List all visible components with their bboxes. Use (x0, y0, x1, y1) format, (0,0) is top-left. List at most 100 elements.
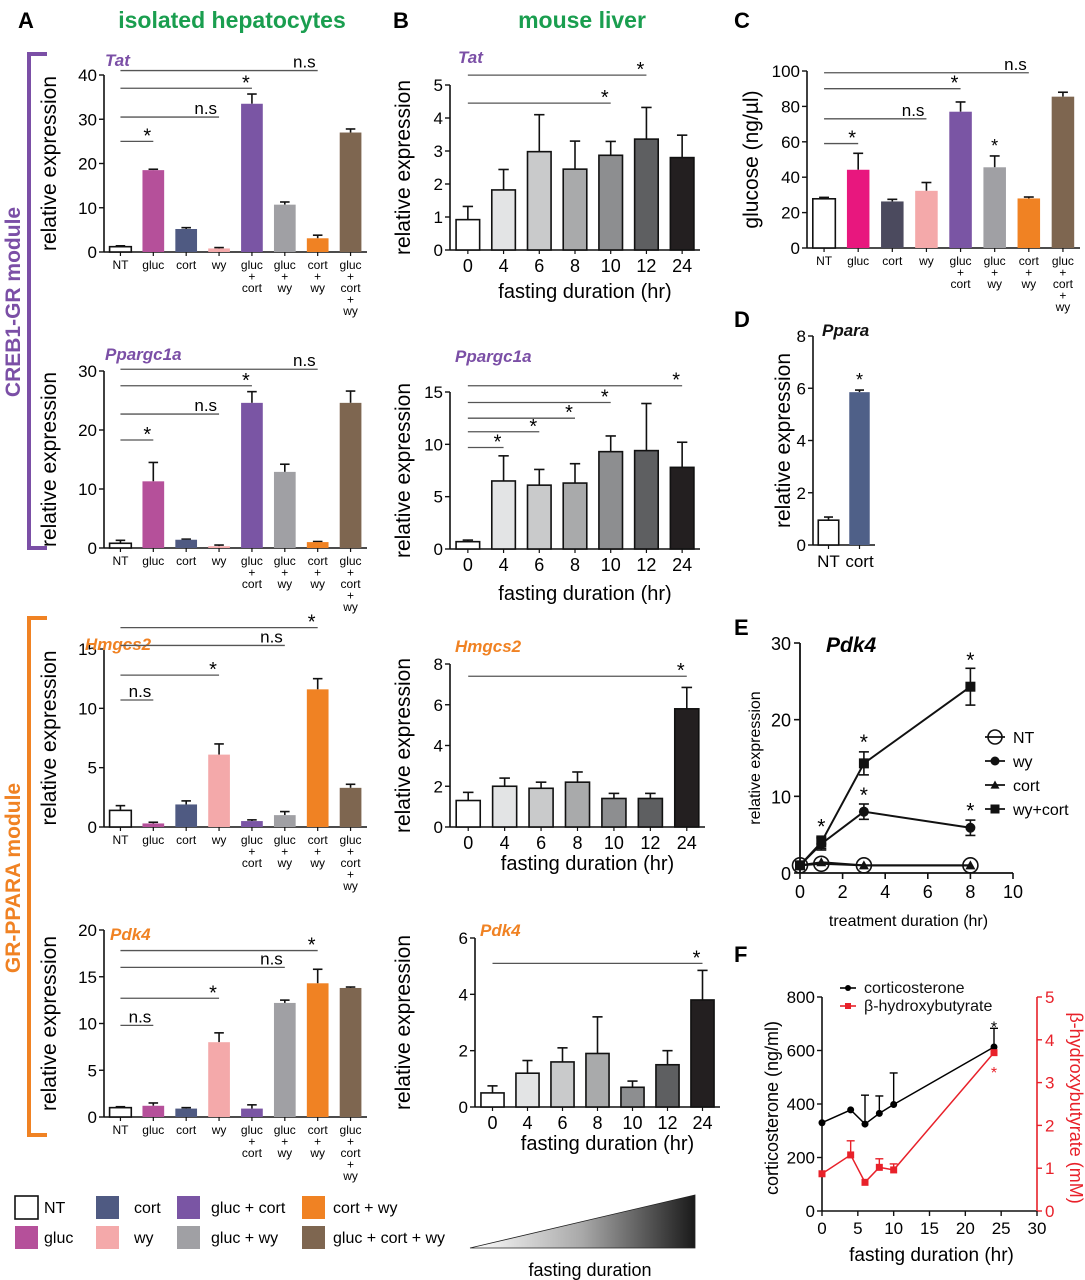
bar (273, 471, 296, 548)
x-tick-label: 15 (920, 1219, 939, 1238)
gene-title: Pdk4 (110, 925, 151, 944)
bar (339, 787, 362, 827)
legend-label: gluc (44, 1230, 73, 1247)
x-category-label: + (347, 1135, 354, 1149)
y-tick-label: 2 (434, 777, 443, 796)
column-title-hepatocytes: isolated hepatocytes (118, 7, 346, 33)
y-axis-label: relative expression (392, 80, 415, 255)
x-category-label: cort (242, 856, 263, 870)
legend-swatch-cort+wy (302, 1196, 325, 1219)
x-category-label: gluc (950, 254, 972, 268)
y-tick-label: 20 (78, 155, 97, 174)
bar (339, 402, 362, 548)
x-category-label: gluc (274, 258, 296, 272)
x-category-label: + (1059, 289, 1066, 303)
y-tick-label: 10 (771, 787, 791, 807)
marker-square (816, 837, 827, 848)
marker-square (795, 860, 805, 871)
y-tick-label: 5 (88, 1061, 97, 1080)
x-category-label: gluc (142, 554, 164, 568)
significance-label: * (601, 386, 609, 408)
bar (550, 1061, 575, 1108)
x-category-label: 4 (499, 555, 509, 575)
significance-label: * (991, 1065, 997, 1082)
y2-tick-label: 1 (1045, 1159, 1054, 1178)
bar (208, 248, 230, 252)
x-category-label: 10 (604, 833, 624, 853)
x-category-label: NT (112, 833, 129, 847)
marker-triangle (816, 857, 827, 867)
legend-swatch-gluc+wy (177, 1226, 200, 1249)
x-category-label: cort (882, 254, 903, 268)
x-category-label: 12 (657, 1113, 677, 1133)
x-category-label: 6 (534, 256, 544, 276)
gene-title: Pdk4 (826, 634, 877, 657)
legend-label: wy (1012, 754, 1033, 771)
x-category-label: gluc (241, 1123, 263, 1137)
x-category-label: cort (242, 281, 263, 295)
x-category-label: + (248, 845, 255, 859)
significance-label: * (143, 125, 151, 147)
x-category-label: + (347, 566, 354, 580)
bar (455, 540, 481, 550)
significance-label: n.s (293, 53, 316, 72)
y-tick-label: 0 (434, 540, 443, 559)
chart-e-pdk4: 0 10 20 30 0 2 4 6 8 10 relative expression treatme… (747, 634, 1069, 930)
y-axis-label: relative expression (747, 691, 764, 824)
x-axis-label: fasting duration (hr) (849, 1245, 1014, 1266)
gr-ppara-bracket (27, 616, 47, 1137)
x-category-label: gluc (274, 1123, 296, 1137)
x-category-label: cort (951, 277, 972, 291)
bar (175, 228, 198, 252)
significance-label: n.s (194, 99, 217, 118)
module-label-gr-ppara: GR-PPARA module (2, 783, 25, 973)
gene-title: Hmgcs2 (455, 637, 522, 656)
y-tick-label: 5 (434, 488, 443, 507)
y-tick-label: 800 (787, 988, 815, 1007)
legend-label: gluc + cort (211, 1200, 286, 1217)
y2-tick-label: 3 (1045, 1074, 1054, 1093)
y-tick-label: 15 (78, 640, 97, 659)
y-tick-label: 10 (78, 699, 97, 718)
bar (881, 201, 904, 248)
chart-b-ppargc1a: 0 5 10 15 relative expression Ppargc1a 0 4 6 8 10 1… (392, 347, 700, 605)
y-axis-label: relative expression (38, 76, 61, 251)
significance-label: n.s (129, 1007, 152, 1026)
legend-label: corticosterone (864, 980, 965, 997)
x-category-label: wy (309, 1146, 325, 1160)
x-category-label: NT (817, 552, 840, 571)
significance-label: * (308, 935, 316, 957)
x-category-label: gluc (1052, 254, 1074, 268)
x-category-label: 24 (672, 256, 692, 276)
y-tick-label: 15 (424, 383, 443, 402)
legend-swatch-gluc (15, 1226, 38, 1249)
x-tick-label: 10 (884, 1219, 903, 1238)
significance-label: * (860, 731, 868, 754)
y2-tick-label: 4 (1045, 1031, 1054, 1050)
y-tick-label: 8 (797, 327, 806, 346)
significance-label: * (848, 128, 856, 150)
x-category-label: 12 (636, 555, 656, 575)
bar (1051, 96, 1075, 248)
x-category-label: wy (986, 277, 1002, 291)
gene-title: Tat (458, 48, 484, 67)
y2-tick-label: 0 (1045, 1202, 1054, 1221)
marker-open-circle (791, 857, 809, 874)
x-tick-label: 6 (923, 882, 933, 902)
bar (601, 797, 627, 828)
bar (208, 754, 230, 827)
bar (455, 799, 482, 828)
marker-square (858, 758, 869, 769)
marker-triangle (965, 860, 976, 870)
x-category-label: + (991, 266, 998, 280)
bar (339, 132, 362, 252)
x-tick-label: 2 (838, 882, 848, 902)
y-axis-label: corticosterone (ng/ml) (762, 1021, 782, 1195)
x-category-label: 6 (536, 833, 546, 853)
bar (175, 539, 198, 548)
bar (690, 999, 715, 1108)
x-category-label: cort (1053, 277, 1074, 291)
significance-label: * (991, 1019, 997, 1036)
bar (273, 1002, 296, 1117)
